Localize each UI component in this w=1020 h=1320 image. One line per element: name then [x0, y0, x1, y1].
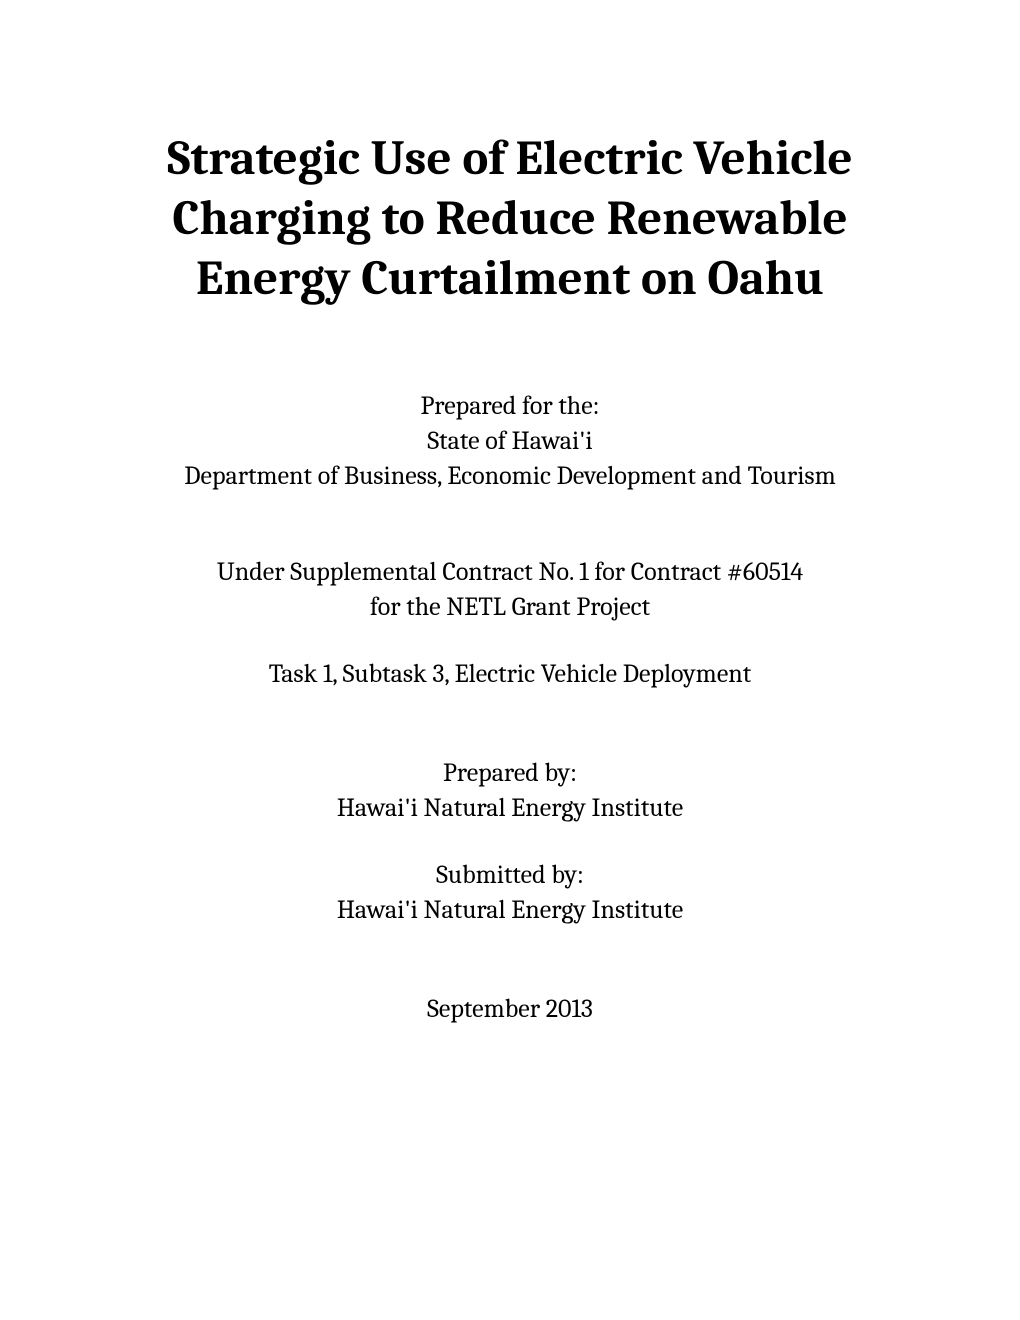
date-text: September 2013 — [100, 992, 920, 1027]
submitted-by-label: Submitted by: — [100, 858, 920, 893]
prepared-for-section: Prepared for the: State of Hawai'i Depar… — [100, 389, 920, 494]
date-section: September 2013 — [100, 992, 920, 1027]
prepared-for-line2: Department of Business, Economic Develop… — [100, 459, 920, 494]
prepared-by-section: Prepared by: Hawai'i Natural Energy Inst… — [100, 756, 920, 826]
prepared-by-org: Hawai'i Natural Energy Institute — [100, 791, 920, 826]
task-section: Task 1, Subtask 3, Electric Vehicle Depl… — [100, 657, 920, 692]
prepared-by-label: Prepared by: — [100, 756, 920, 791]
submitted-by-section: Submitted by: Hawai'i Natural Energy Ins… — [100, 858, 920, 928]
prepared-for-line1: State of Hawai'i — [100, 424, 920, 459]
prepared-for-label: Prepared for the: — [100, 389, 920, 424]
task-text: Task 1, Subtask 3, Electric Vehicle Depl… — [100, 657, 920, 692]
contract-line1: Under Supplemental Contract No. 1 for Co… — [100, 555, 920, 590]
document-title: Strategic Use of Electric Vehicle Chargi… — [100, 130, 920, 309]
submitted-by-org: Hawai'i Natural Energy Institute — [100, 893, 920, 928]
contract-line2: for the NETL Grant Project — [100, 590, 920, 625]
contract-section: Under Supplemental Contract No. 1 for Co… — [100, 555, 920, 625]
